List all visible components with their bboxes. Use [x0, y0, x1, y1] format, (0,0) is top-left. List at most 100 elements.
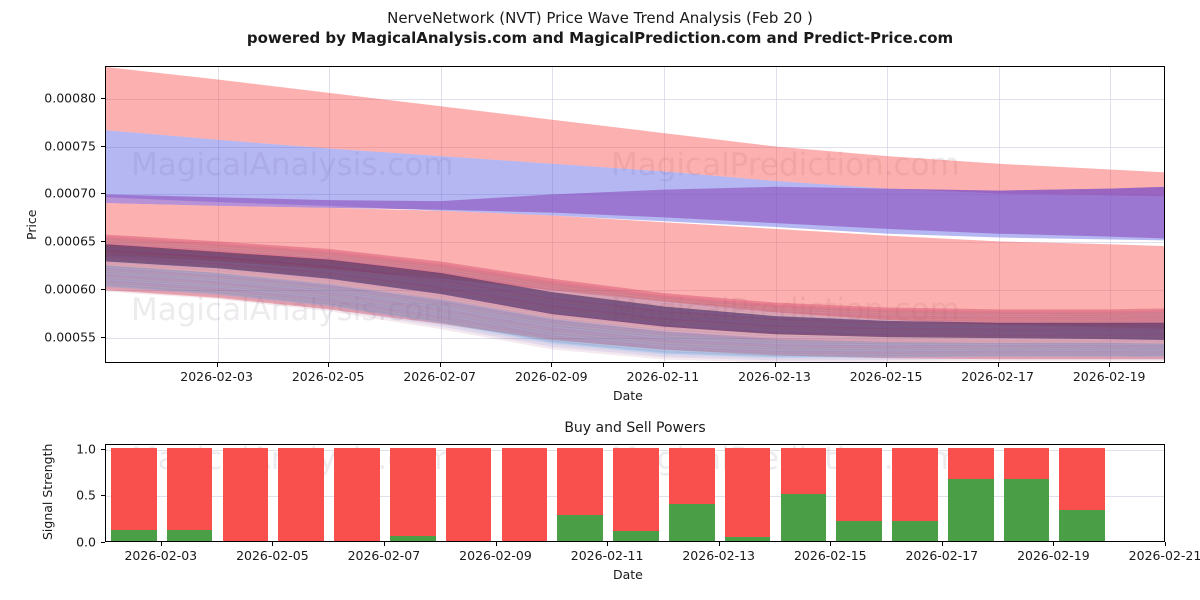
signal-bar-sell-segment [557, 447, 603, 515]
signal-x-tick [1165, 542, 1166, 546]
price-wave-strand [106, 259, 1164, 337]
signal-bar-sell-segment [445, 447, 492, 541]
chart-main-title: NerveNetwork (NVT) Price Wave Trend Anal… [387, 9, 813, 27]
signal-bar [1003, 445, 1050, 541]
signal-x-tick-label: 2026-02-05 [236, 548, 309, 563]
price-band-6 [106, 265, 1164, 358]
price-y-tick-label: 0.00080 [44, 90, 96, 106]
signal-bar [613, 445, 659, 541]
signal-x-tick [718, 542, 720, 546]
signal-bar [780, 445, 827, 541]
price-gridline-horizontal [106, 146, 1164, 148]
signal-x-tick [383, 542, 385, 546]
price-y-tick [101, 145, 105, 147]
price-x-tick-label: 2026-02-09 [514, 369, 588, 384]
price-wave-strand [106, 251, 1164, 330]
signal-y-tick [101, 448, 105, 450]
price-gridline-horizontal [106, 242, 1164, 244]
signal-bar-sell-segment [780, 447, 827, 495]
price-x-tick [1109, 363, 1111, 367]
signal-bar-sell-segment [892, 447, 938, 521]
price-x-tick [216, 363, 218, 367]
price-y-tick [101, 337, 105, 339]
signal-bar [390, 445, 436, 541]
signal-bar-sell-segment [166, 447, 213, 530]
signal-x-tick-label: 2026-02-17 [905, 548, 979, 563]
signal-bar-buy-segment [390, 536, 436, 541]
signal-x-tick-label: 2026-02-15 [793, 548, 867, 563]
price-wave-strand [106, 247, 1164, 326]
signal-bar-sell-segment [334, 447, 380, 541]
price-gridline-horizontal [106, 290, 1164, 292]
price-x-tick-label: 2026-02-05 [291, 369, 365, 384]
signal-x-tick-label: 2026-02-13 [682, 548, 756, 563]
signal-bar-buy-segment [724, 537, 771, 541]
signal-y-tick-label: 0.5 [76, 487, 96, 503]
price-band-3 [106, 203, 1164, 329]
price-y-tick-label: 0.00060 [44, 281, 96, 297]
price-band-0 [106, 67, 1164, 197]
signal-bar-buy-segment [111, 529, 157, 541]
signal-bar-sell-segment [668, 447, 715, 504]
price-wave-strand [106, 276, 1164, 353]
price-x-tick [774, 363, 776, 367]
signal-bar-buy-segment [836, 520, 882, 541]
price-x-tick-label: 2026-02-07 [403, 369, 477, 384]
price-wave-strand [106, 273, 1164, 351]
price-wave-strand [106, 286, 1164, 362]
signal-bar-sell-segment [1059, 447, 1106, 511]
price-wave-strand [106, 234, 1164, 315]
price-y-tick [101, 97, 105, 99]
price-wave-strand [106, 280, 1164, 357]
signal-x-tick [272, 542, 274, 546]
signal-bar [278, 445, 325, 541]
signal-bar [111, 445, 157, 541]
price-wave-strand [106, 242, 1164, 322]
signal-bar-buy-segment [557, 514, 603, 541]
price-gridline-vertical [329, 67, 331, 362]
signal-x-tick [1053, 542, 1055, 546]
price-x-tick-label: 2026-02-13 [738, 369, 811, 384]
signal-bar-sell-segment [613, 447, 659, 531]
signal-x-tick-label: 2026-02-09 [459, 548, 532, 563]
signal-x-tick [830, 542, 832, 546]
price-y-axis-title: Price [24, 209, 39, 241]
price-band-5 [106, 244, 1164, 341]
price-wave-strand [106, 284, 1164, 361]
signal-x-tick-label: 2026-02-21 [1128, 548, 1200, 563]
price-wave-strand [106, 245, 1164, 324]
price-chart-plot-area: MagicalAnalysis.com MagicalPrediction.com… [105, 66, 1165, 363]
price-wave-strand [106, 278, 1164, 355]
signal-bar [892, 445, 938, 541]
price-x-tick-label: 2026-02-19 [1072, 369, 1146, 384]
price-x-tick [439, 363, 441, 367]
signal-bar-sell-segment [222, 447, 269, 541]
price-wave-strand [106, 265, 1164, 343]
signal-bar-sell-segment [836, 447, 882, 521]
price-wave-strand [106, 269, 1164, 347]
signal-y-tick-label: 1.0 [76, 441, 96, 457]
price-band-layer [106, 67, 1164, 362]
price-gridline-vertical [552, 67, 554, 362]
price-y-tick-label: 0.00065 [44, 233, 96, 249]
price-x-tick [997, 363, 999, 367]
signal-y-tick-label: 0.0 [76, 534, 96, 550]
signal-y-tick [101, 542, 105, 543]
signal-x-axis-title: Date [613, 567, 643, 582]
price-wave-strand [106, 282, 1164, 359]
page-title: NerveNetwork (NVT) Price Wave Trend Anal… [0, 8, 1200, 48]
signal-bar-sell-segment [390, 447, 436, 537]
price-wave-strand [106, 240, 1164, 320]
price-wave-strand [106, 255, 1164, 334]
signal-x-tick [160, 542, 162, 546]
signal-x-tick-label: 2026-02-19 [1017, 548, 1090, 563]
signal-bar [947, 445, 994, 541]
price-wave-strand [106, 257, 1164, 335]
price-x-tick-label: 2026-02-17 [961, 369, 1034, 384]
price-y-tick-label: 0.00070 [44, 185, 96, 201]
signal-chart-title: Buy and Sell Powers [564, 420, 706, 436]
signal-bar-sell-segment [947, 447, 994, 479]
signal-bar-sell-segment [501, 447, 548, 541]
